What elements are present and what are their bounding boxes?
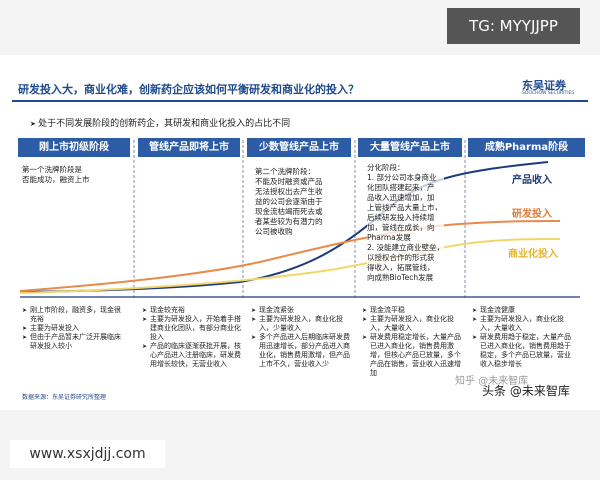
logo: 东吴证券	[522, 79, 566, 92]
bullet: 产品的临床逐渐获批开展，核心产品进入注册临床，研发费用增长较快，无营业收入	[142, 342, 242, 369]
bullet: 主要为研发投入，开始着手搭建商业化团队，有部分商业化投入	[142, 315, 242, 342]
subtitle: ➤ 处于不同发展阶段的创新药企，其研发和商业化投入的占比不同	[30, 119, 291, 129]
note-line: 加，管线在成长，向	[367, 223, 435, 232]
bullet: 现金流健康	[472, 306, 572, 315]
commercial-curve	[19, 238, 561, 294]
footer-url: www.xsxjdjj.com	[10, 440, 165, 468]
note-line: 后续研发投入持续增	[367, 213, 435, 222]
stage-note: 分化阶段： 1. 部分公司本身商业 化团队搭建起来，产 品收入迅速增加，加 上管线产品大…	[367, 163, 445, 283]
note-line: 2. 没能建立商业壁垒，	[367, 243, 445, 252]
note-line: 无法授权出去产生收	[255, 187, 323, 196]
bullet: 多个产品进入后期临床研发费用迅速增长，部分产品进入商业化，销售费用激增，但产品上…	[251, 333, 351, 369]
note-line: Pharma发展	[367, 233, 411, 242]
watermark: 头条 @未来智库	[482, 384, 570, 398]
bullet: 刚上市阶段，融资多，现金很充裕	[22, 306, 122, 324]
note-line: 以授权合作的形式获	[367, 253, 435, 262]
note-line: 者某些较为有潜力的	[255, 217, 323, 226]
note-line: 向成熟BioTech发展	[367, 273, 434, 282]
watermark: 知乎 @未来智库	[455, 376, 529, 387]
note-line: 现金流枯竭而死去或	[255, 207, 323, 216]
bullet: 主要为研发投入，商业化投入，大量收入	[472, 315, 572, 333]
note-line: 品收入迅速增加，加	[367, 193, 435, 202]
stage-header: 大量管线产品上市	[358, 138, 462, 157]
note-line: 分化阶段：	[367, 163, 405, 172]
stage-header: 成熟Pharma阶段	[468, 138, 585, 157]
legend-revenue: 产品收入	[512, 175, 552, 186]
bullet: 现金流平稳	[362, 306, 462, 315]
stage-header: 少数管线产品上市	[247, 138, 351, 157]
stage-header: 管线产品即将上市	[138, 138, 240, 157]
stage-bullets: 现金流平稳主要为研发投入，商业化投入，大量收入研发费用稳定增长，大量产品已进入商…	[362, 306, 462, 378]
title-rule	[12, 100, 588, 102]
legend-rnd: 研发投入	[512, 209, 552, 220]
slide-title: 研发投入大，商业化难，创新药企应该如何平衡研发和商业化的投入？	[18, 83, 359, 96]
stage-bullets: 现金流紧张主要为研发投入，商业化投入，少量收入多个产品进入后期临床研发费用迅速增…	[251, 306, 351, 369]
note-line: 化团队搭建起来，产	[367, 183, 435, 192]
stage-bullets: 现金流健康主要为研发投入，商业化投入，大量收入研发费用趋于稳定，大量产品已进入商…	[472, 306, 572, 369]
bullet: 主要为研发投入，商业化投入，少量收入	[251, 315, 351, 333]
note-line: 不能及时融资或产品	[255, 177, 323, 186]
note-line: 第二个洗牌阶段：	[255, 167, 315, 176]
bullet: 现金流紧张	[251, 306, 351, 315]
note-line: 第一个洗牌阶段是	[22, 165, 82, 174]
bullet: 研发费用趋于稳定，大量产品已进入商业化，销售费用趋于稳定，多个产品已放量，营业收…	[472, 333, 572, 369]
bullet: 研发费用稳定增长，大量产品已进入商业化，销售费用激增，但核心产品已放量，多个产品…	[362, 333, 462, 378]
subtitle-text: 处于不同发展阶段的创新药企，其研发和商业化投入的占比不同	[38, 119, 291, 129]
legend-commercial: 商业化投入	[508, 249, 558, 260]
note-line: 公司被收购	[255, 227, 293, 236]
stage-note: 第一个洗牌阶段是 否能成功，融资上市	[22, 165, 90, 185]
note-line: 上管线产品大量上市，	[367, 203, 442, 212]
source: 数据来源：东吴证券研究所整理	[22, 394, 107, 401]
note-line: 否能成功，融资上市	[22, 175, 90, 184]
stage-header: 刚上市初级阶段	[18, 138, 130, 157]
note-line: 得收入，拓展管线，	[367, 263, 435, 272]
stage-note: 第二个洗牌阶段： 不能及时融资或产品 无法授权出去产生收 益的公司会逐渐由于 现金流枯竭…	[255, 167, 323, 237]
bullet: 现金较充裕	[142, 306, 242, 315]
logo-en: SOOCHOW SECURITIES	[522, 91, 575, 96]
overlay-tag: TG: MYYJJPP	[447, 8, 580, 44]
bullet: 主要为研发投入，商业化投入，大量收入	[362, 315, 462, 333]
stage-bullets: 现金较充裕主要为研发投入，开始着手搭建商业化团队，有部分商业化投入产品的临床逐渐…	[142, 306, 242, 369]
note-line: 1. 部分公司本身商业	[367, 173, 437, 182]
rnd-curve	[19, 220, 561, 292]
bullet: 但由于产品暂未广泛开展临床研发投入较小	[22, 333, 122, 351]
bullet: 主要为研发投入	[22, 324, 122, 333]
note-line: 益的公司会逐渐由于	[255, 197, 323, 206]
stage-bullets: 刚上市阶段，融资多，现金很充裕主要为研发投入但由于产品暂未广泛开展临床研发投入较…	[22, 306, 122, 351]
